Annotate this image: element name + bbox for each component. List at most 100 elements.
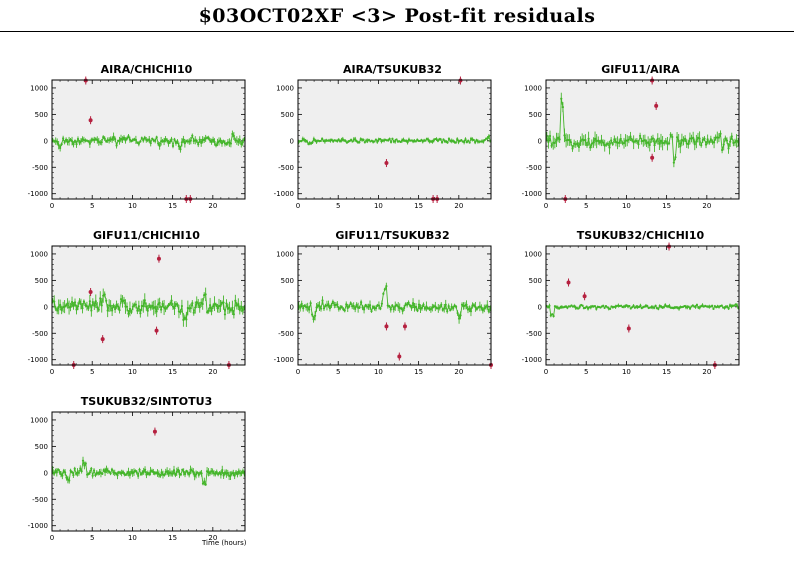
outlier-point <box>152 429 157 434</box>
residual-point <box>88 300 91 303</box>
y-tick-label: 500 <box>281 277 294 285</box>
residual-point <box>84 462 87 465</box>
residual-panel-aira-chichi10: AIRA/CHICHI10 1000 500 0 -500 -1000 0 5 10 15 20 <box>22 63 252 213</box>
x-tick-label: 15 <box>662 202 671 210</box>
x-tick-label: 0 <box>50 202 54 210</box>
residual-point <box>201 302 204 306</box>
outlier-point <box>384 324 389 329</box>
residual-series <box>297 282 492 324</box>
x-tick-label: 15 <box>662 368 671 376</box>
residual-line <box>205 294 208 313</box>
y-tick-label: -1000 <box>522 190 542 198</box>
residual-line <box>553 306 556 317</box>
residual-point <box>634 139 637 143</box>
residual-point <box>688 137 692 140</box>
y-tick-label: -500 <box>526 330 542 338</box>
residual-point <box>616 141 619 144</box>
y-tick-label: 0 <box>290 137 294 145</box>
outlier-point <box>650 155 655 160</box>
residual-line <box>385 286 389 306</box>
y-tick-label: 500 <box>529 111 542 119</box>
x-tick-label: 20 <box>454 202 463 210</box>
residual-point <box>674 156 677 159</box>
x-tick-label: 0 <box>544 368 548 376</box>
x-tick-label: 15 <box>414 368 423 376</box>
y-tick-label: 1000 <box>524 250 542 258</box>
panel-title: TSUKUB32/CHICHI10 <box>576 229 705 242</box>
residual-panel-tsukub32-sintotu3: TSUKUB32/SINTOTU3 1000 500 0 -500 -1000 0 5 10 1… <box>22 395 252 555</box>
y-tick-label: 500 <box>35 277 48 285</box>
x-tick-label: 5 <box>336 368 340 376</box>
residual-line <box>381 293 384 304</box>
plot-frame <box>297 245 492 366</box>
y-tick-label: -1000 <box>28 356 48 364</box>
y-tick-label: -500 <box>278 164 294 172</box>
panel-title: AIRA/CHICHI10 <box>100 63 193 76</box>
y-tick-label: 0 <box>44 469 48 477</box>
x-tick-label: 15 <box>168 368 177 376</box>
residual-point <box>223 313 227 316</box>
y-tick-label: 0 <box>44 303 48 311</box>
outlier-point <box>650 78 655 83</box>
residual-point <box>671 135 674 139</box>
residual-point <box>558 138 561 141</box>
y-tick-label: -500 <box>32 330 48 338</box>
x-tick-label: 20 <box>208 202 217 210</box>
residual-point <box>566 138 569 142</box>
x-tick-label: 0 <box>296 202 300 210</box>
outlier-point <box>88 290 93 295</box>
x-tick-label: 5 <box>90 202 94 210</box>
outlier-point <box>397 354 402 359</box>
y-tick-label: -1000 <box>28 190 48 198</box>
y-tick-label: -1000 <box>274 190 294 198</box>
y-tick-label: 1000 <box>524 84 542 92</box>
residual-panel-gifu11-aira: GIFU11/AIRA 1000 500 0 -500 -1000 0 5 10 15 20 <box>516 63 746 213</box>
outlier-point <box>566 280 571 285</box>
outlier-point <box>156 256 161 261</box>
y-tick-label: 0 <box>44 137 48 145</box>
y-tick-label: 1000 <box>30 84 48 92</box>
panel-title: AIRA/TSUKUB32 <box>343 63 442 76</box>
plot-frame <box>51 79 246 200</box>
plot-frame <box>297 79 492 200</box>
x-tick-label: 20 <box>208 534 217 542</box>
y-tick-label: -1000 <box>522 356 542 364</box>
x-tick-label: 0 <box>544 202 548 210</box>
residual-point <box>200 472 203 475</box>
residual-series <box>545 92 740 168</box>
residual-panel-gifu11-tsukub32: GIFU11/TSUKUB32 1000 500 0 -500 -1000 0 5 10 15 2… <box>268 229 498 379</box>
outlier-point <box>458 78 463 83</box>
residual-panel-tsukub32-chichi10: TSUKUB32/CHICHI10 1000 500 0 -500 -1000 0 5 10 1… <box>516 229 746 379</box>
y-tick-label: 1000 <box>30 416 48 424</box>
y-tick-label: 1000 <box>30 250 48 258</box>
y-tick-label: 0 <box>538 303 542 311</box>
x-tick-label: 10 <box>128 202 137 210</box>
x-tick-label: 5 <box>90 534 94 542</box>
residual-series <box>297 134 492 146</box>
x-axis-label: Time (hours) <box>202 539 247 547</box>
x-tick-label: 10 <box>374 368 383 376</box>
plot-frame <box>51 245 246 366</box>
residual-panel-gifu11-chichi10: GIFU11/CHICHI10 1000 500 0 -500 -1000 0 5 10 15 2… <box>22 229 252 379</box>
residual-point <box>716 136 719 139</box>
residual-point <box>191 301 194 305</box>
y-tick-label: 500 <box>281 111 294 119</box>
y-tick-label: 1000 <box>276 250 294 258</box>
x-tick-label: 15 <box>168 202 177 210</box>
x-tick-label: 20 <box>702 202 711 210</box>
x-tick-label: 20 <box>454 368 463 376</box>
x-tick-label: 20 <box>702 368 711 376</box>
outlier-point <box>88 118 93 123</box>
panel-title: TSUKUB32/SINTOTU3 <box>80 395 213 408</box>
outlier-point <box>667 244 672 249</box>
x-tick-label: 20 <box>208 368 217 376</box>
residual-point <box>380 302 383 305</box>
x-tick-label: 15 <box>168 534 177 542</box>
y-tick-label: 500 <box>529 277 542 285</box>
y-tick-label: 1000 <box>276 84 294 92</box>
residual-series <box>51 287 246 327</box>
